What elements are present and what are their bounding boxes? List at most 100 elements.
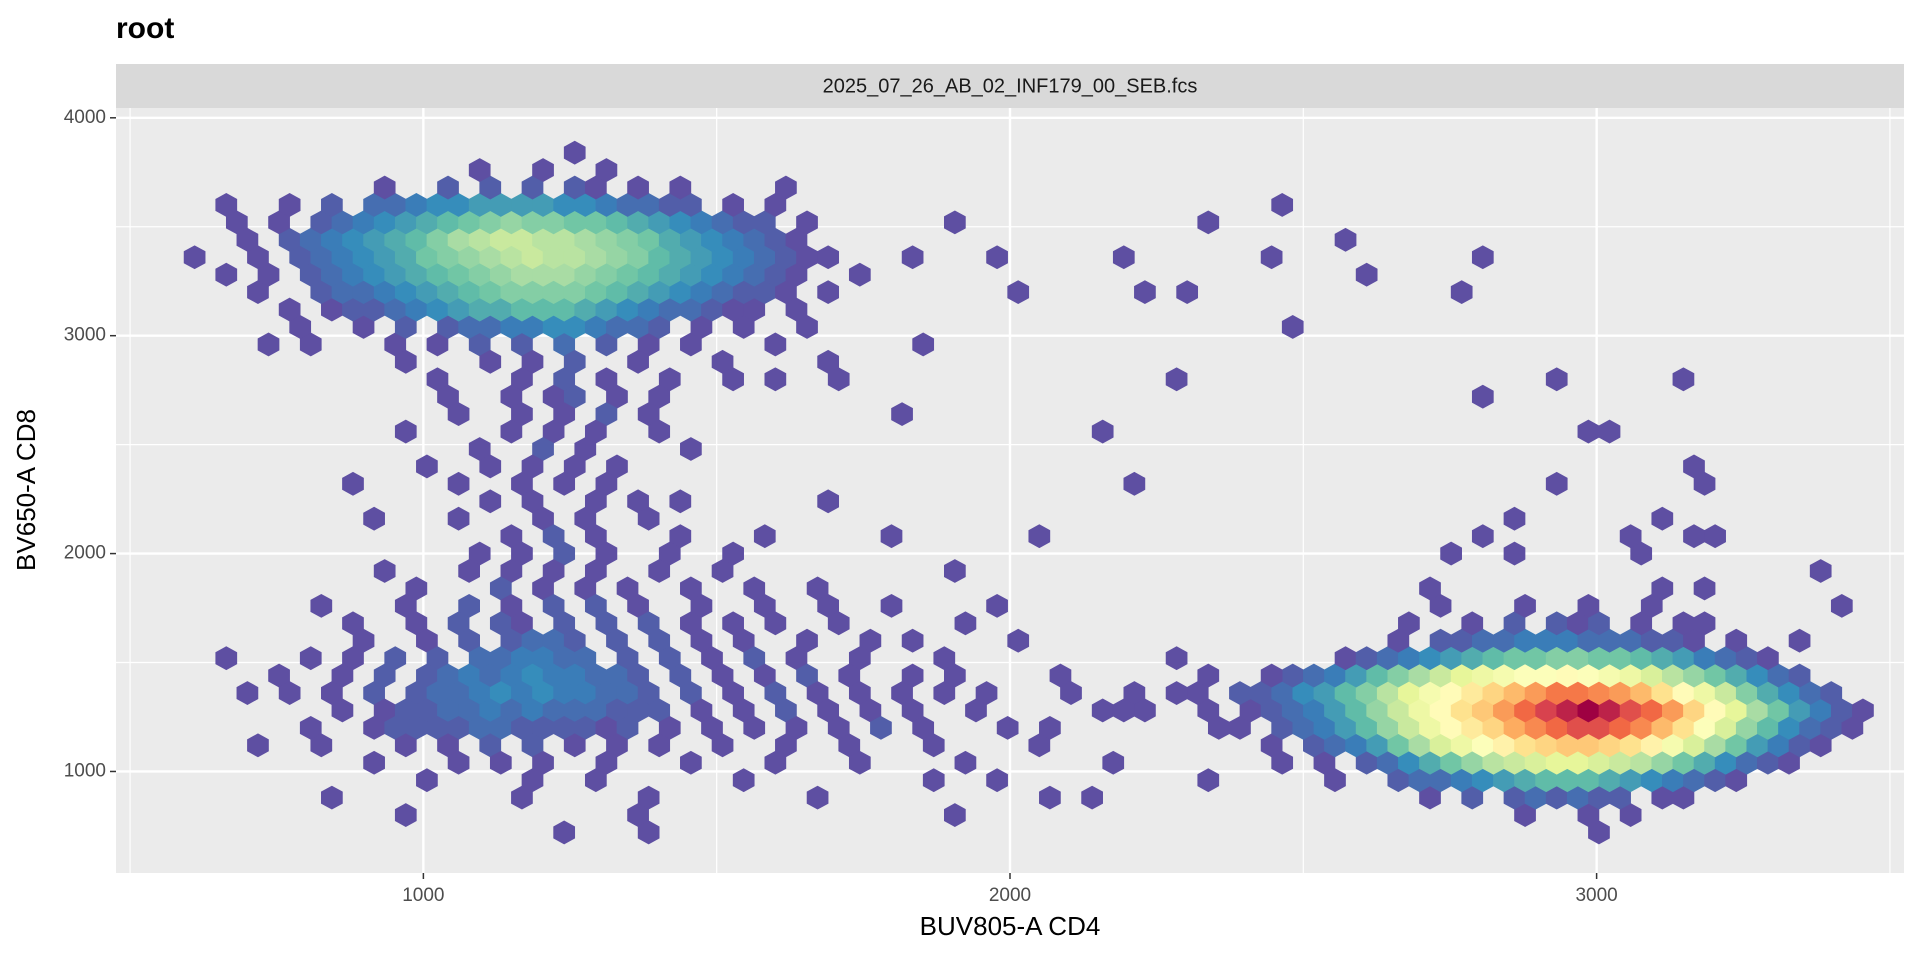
hex-cell [901,245,924,270]
y-tick-label: 3000 [64,325,106,346]
hex-cell [1091,419,1114,444]
hex-cell [500,384,523,409]
hex-cell [468,715,491,740]
hex-cell [1556,733,1579,758]
hex-cell [1303,663,1325,688]
hex-cell [1704,663,1726,688]
hex-cell [363,297,385,322]
hex-cell [1545,785,1568,810]
hex-cell [1820,681,1843,705]
hex-cell [1725,733,1748,758]
hex-cell [648,733,671,758]
hex-cell [595,611,618,636]
hex-cell [1503,611,1526,636]
hex-cell [468,681,491,705]
hex-cell [310,280,333,305]
hex-cell [1693,681,1716,705]
hex-cell [680,193,702,217]
hex-cell [1704,768,1726,793]
hex-cell [1598,419,1621,444]
hex-cell [500,210,523,235]
hex-cell [257,262,280,287]
hex-cell [363,193,385,217]
hex-cell [954,750,977,775]
hex-cell [489,297,512,322]
hex-cell [1588,681,1610,705]
hex-cell [796,315,818,339]
hex-cell [1767,663,1790,688]
hex-cell [1693,646,1716,671]
hex-cell [511,681,533,705]
hex-cell [711,245,734,270]
hex-cell [606,698,628,723]
hex-cell [1588,646,1610,671]
hex-cell [1271,750,1294,775]
hex-cell [764,227,787,252]
hex-cell [912,332,935,357]
hex-cell [299,715,322,740]
hex-cell [595,262,618,287]
hex-cell [405,611,428,636]
hex-cell [838,733,861,758]
hex-cell [532,750,554,775]
hex-cell [1355,681,1378,705]
hex-cell [1577,803,1600,827]
hex-cell [416,768,438,793]
hex-cell [373,245,396,270]
hex-cell [1524,681,1547,705]
hex-cell [743,576,766,601]
hex-cell [1429,663,1452,688]
hex-cell [1324,663,1346,688]
hex-cell [521,733,544,758]
hex-cell [1355,262,1378,287]
hex-cell [521,489,544,514]
hex-cell [394,245,417,270]
hex-cell [1598,628,1621,653]
hex-cell [331,210,354,235]
hex-cell [321,262,343,287]
hex-cell [658,262,681,287]
hex-cell [1577,768,1600,793]
hex-cell [553,262,576,287]
hex-cell [743,646,766,671]
hex-cell [416,628,438,653]
hex-cell [1450,280,1473,305]
hex-cell [1640,628,1663,653]
hex-cell [954,611,977,636]
hex-cell [1598,733,1621,758]
hex-cell [827,611,850,636]
hex-cell [500,559,523,583]
hex-cell [479,489,502,514]
hex-cell [680,681,702,705]
hex-cell [1060,681,1082,705]
hex-cell [1619,628,1642,653]
hex-cell [1651,646,1674,671]
hex-cell [1334,227,1357,252]
hex-cell [680,297,702,322]
hex-cell [1229,681,1251,705]
hex-cell [1535,733,1558,758]
hex-cell [1450,698,1473,723]
hex-cell [1588,715,1610,740]
hex-cell [479,698,502,723]
hex-cell [1651,750,1674,775]
hex-cell [394,593,417,618]
hex-cell [500,245,523,270]
hex-cell [637,193,660,217]
hex-cell [595,297,618,322]
hex-cell [1493,663,1515,688]
hex-cell [616,715,639,740]
hex-cell [563,280,586,305]
hex-cell [616,227,639,252]
hex-cell [1588,820,1610,845]
hex-cell [468,437,491,461]
hex-cell [574,193,597,217]
hex-cell [764,332,787,357]
hex-cell [532,576,554,601]
hex-cell [1598,768,1621,793]
hex-cell [1651,576,1674,601]
hex-cell [1398,681,1420,705]
hex-cell [584,315,607,339]
hex-cell [373,175,396,200]
